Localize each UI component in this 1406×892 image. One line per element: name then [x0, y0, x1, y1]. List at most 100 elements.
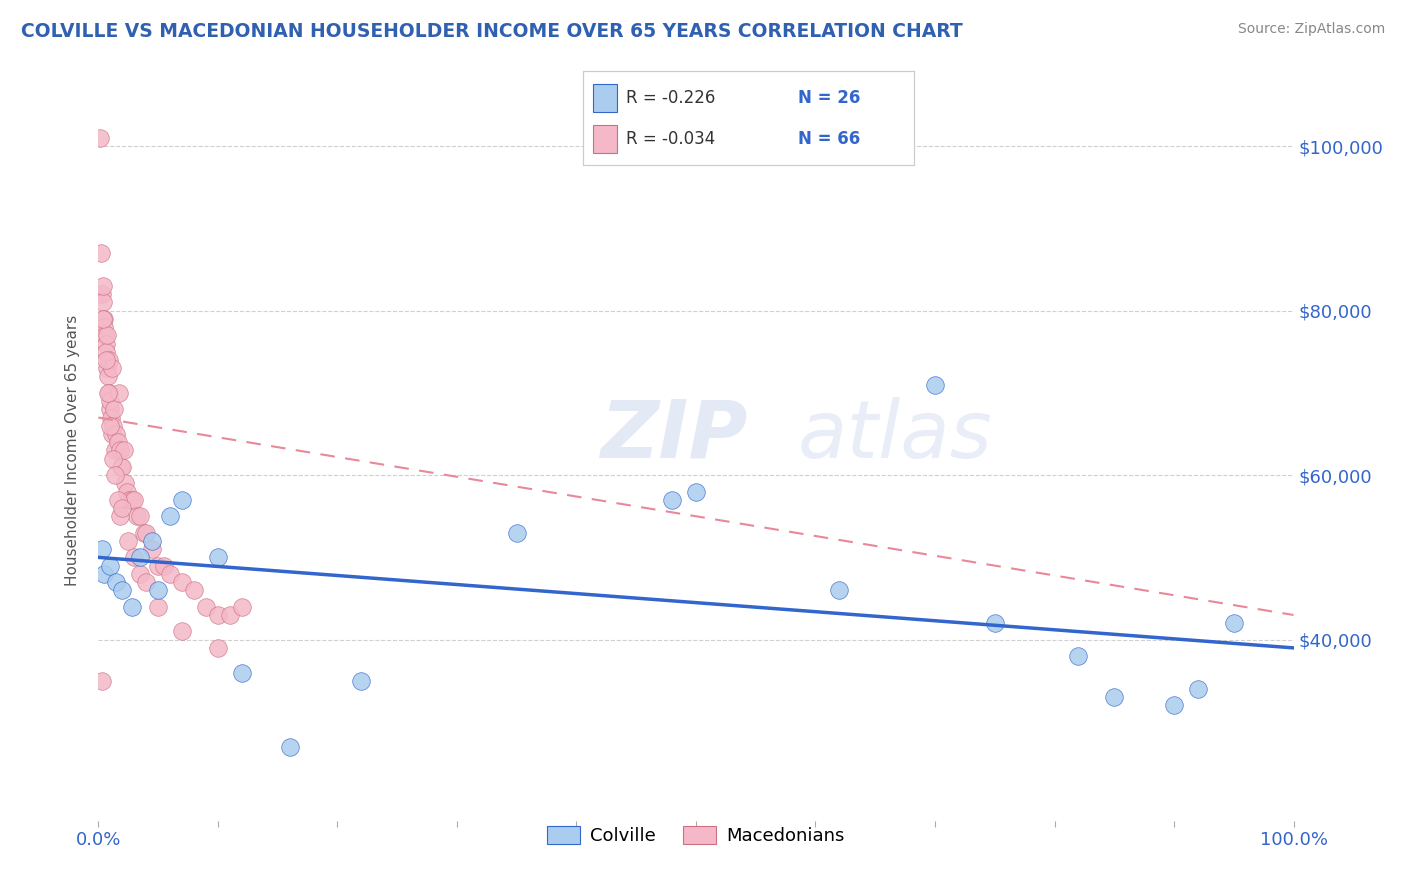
Point	[110, 459, 132, 474]
Text: R = -0.034: R = -0.034	[627, 130, 716, 148]
Point	[172, 624, 194, 639]
Point	[96, 361, 118, 376]
Text: N = 66: N = 66	[799, 130, 860, 148]
Point	[129, 566, 152, 581]
Point	[94, 336, 117, 351]
Point	[117, 533, 139, 548]
Point	[93, 566, 115, 581]
Point	[107, 435, 129, 450]
Point	[111, 583, 134, 598]
Point	[107, 492, 129, 507]
Point	[104, 443, 127, 458]
Point	[112, 443, 135, 458]
FancyBboxPatch shape	[593, 125, 616, 153]
Point	[172, 492, 194, 507]
Point	[101, 418, 124, 433]
Point	[124, 550, 146, 565]
Point	[114, 476, 136, 491]
Point	[103, 402, 125, 417]
Point	[231, 599, 253, 614]
Point	[91, 311, 114, 326]
Point	[506, 525, 529, 540]
Point	[98, 418, 122, 433]
Point	[207, 550, 229, 565]
Point	[91, 279, 114, 293]
Point	[97, 385, 120, 400]
Point	[159, 509, 181, 524]
Point	[685, 484, 707, 499]
Point	[219, 607, 242, 622]
Point	[115, 484, 138, 499]
Point	[98, 402, 121, 417]
Point	[98, 385, 121, 400]
Point	[148, 583, 170, 598]
Point	[153, 558, 176, 573]
Point	[105, 575, 128, 590]
Point	[93, 311, 115, 326]
Point	[93, 320, 115, 334]
Point	[183, 583, 205, 598]
Point	[91, 673, 114, 688]
Point	[207, 640, 229, 655]
Point	[121, 599, 143, 614]
Point	[118, 492, 141, 507]
Point	[100, 361, 122, 376]
Point	[89, 131, 111, 145]
Point	[129, 550, 152, 565]
Text: N = 26: N = 26	[799, 88, 860, 106]
Point	[96, 344, 118, 359]
Point	[97, 369, 120, 384]
Point	[828, 583, 851, 598]
Point	[111, 459, 134, 474]
Point	[148, 599, 170, 614]
Text: COLVILLE VS MACEDONIAN HOUSEHOLDER INCOME OVER 65 YEARS CORRELATION CHART: COLVILLE VS MACEDONIAN HOUSEHOLDER INCOM…	[21, 22, 963, 41]
Point	[96, 328, 118, 343]
Point	[105, 427, 128, 442]
Point	[125, 509, 148, 524]
Point	[278, 739, 301, 754]
Legend: Colville, Macedonians: Colville, Macedonians	[540, 819, 852, 853]
Text: ZIP: ZIP	[600, 397, 748, 475]
Point	[148, 558, 170, 573]
Point	[101, 451, 124, 466]
Point	[98, 394, 122, 409]
FancyBboxPatch shape	[593, 84, 616, 112]
Point	[1067, 649, 1090, 664]
Point	[135, 525, 157, 540]
Point	[207, 607, 229, 622]
Point	[1187, 681, 1209, 696]
Point	[141, 533, 163, 548]
Point	[90, 246, 112, 260]
Point	[1163, 698, 1185, 713]
Point	[100, 410, 122, 425]
Point	[111, 501, 134, 516]
Text: Source: ZipAtlas.com: Source: ZipAtlas.com	[1237, 22, 1385, 37]
Point	[350, 673, 373, 688]
Point	[94, 328, 117, 343]
Text: R = -0.226: R = -0.226	[627, 88, 716, 106]
Point	[924, 377, 946, 392]
Point	[231, 665, 253, 680]
Point	[141, 542, 163, 557]
Point	[135, 575, 157, 590]
Point	[121, 492, 143, 507]
Point	[159, 566, 181, 581]
Point	[124, 492, 146, 507]
Point	[91, 295, 114, 310]
Point	[108, 509, 131, 524]
Point	[101, 427, 124, 442]
Point	[108, 443, 131, 458]
Point	[94, 353, 117, 368]
Point	[984, 616, 1007, 631]
Y-axis label: Householder Income Over 65 years: Householder Income Over 65 years	[65, 315, 80, 586]
Point	[91, 542, 114, 557]
Point	[1223, 616, 1246, 631]
Point	[172, 575, 194, 590]
Point	[98, 558, 122, 573]
Point	[1104, 690, 1126, 705]
Point	[97, 353, 120, 368]
Text: atlas: atlas	[797, 397, 993, 475]
Point	[195, 599, 218, 614]
Point	[132, 525, 155, 540]
Point	[661, 492, 683, 507]
